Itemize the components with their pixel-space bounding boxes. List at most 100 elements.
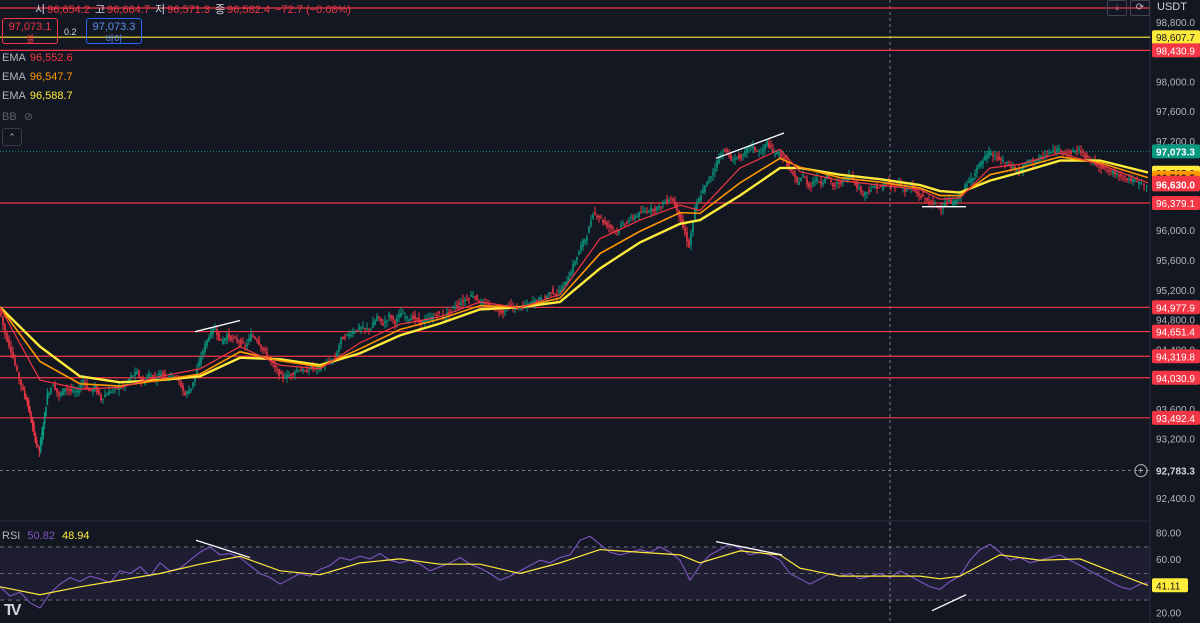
candle-body bbox=[564, 281, 566, 285]
candle-body bbox=[42, 426, 45, 436]
candle-body bbox=[212, 328, 214, 335]
candle-body bbox=[90, 389, 92, 391]
candle-body bbox=[764, 144, 766, 150]
candle-body bbox=[198, 361, 200, 367]
candle-body bbox=[452, 306, 454, 308]
price-tick-label: 97,600.0 bbox=[1156, 107, 1195, 118]
candle-body bbox=[778, 151, 780, 155]
candle-body bbox=[552, 288, 554, 294]
candle-body bbox=[1068, 151, 1070, 153]
candle-body bbox=[1080, 150, 1082, 153]
candle-body bbox=[33, 425, 35, 432]
candle-body bbox=[470, 294, 472, 297]
candle-body bbox=[1064, 151, 1066, 154]
candle-body bbox=[456, 305, 458, 307]
candle-body bbox=[972, 177, 974, 181]
candle-body bbox=[27, 400, 30, 410]
candle-body bbox=[306, 370, 308, 373]
candle-body bbox=[662, 203, 664, 205]
candle-body bbox=[1008, 164, 1010, 166]
candle-body bbox=[744, 151, 746, 156]
legend-bb[interactable]: BB ⊘ bbox=[2, 111, 33, 123]
candle-body bbox=[596, 215, 598, 218]
candle-body bbox=[1062, 151, 1064, 153]
candle-body bbox=[644, 211, 646, 213]
candle-body bbox=[43, 413, 46, 424]
candle-body bbox=[810, 185, 812, 187]
candle-body bbox=[1120, 174, 1122, 177]
candle-body bbox=[1046, 155, 1048, 157]
candle-body bbox=[698, 197, 700, 203]
candle-body bbox=[950, 200, 952, 204]
candle-body bbox=[796, 177, 798, 182]
candle-body bbox=[990, 152, 992, 156]
candle-body bbox=[1004, 162, 1006, 164]
currency-label[interactable]: USDT bbox=[1157, 1, 1187, 13]
arrow-down-icon[interactable]: ↓ bbox=[1107, 0, 1127, 16]
chevron-up-icon[interactable]: ⌃ bbox=[2, 128, 22, 146]
candle-body bbox=[946, 202, 948, 204]
candle-body bbox=[1110, 169, 1112, 171]
candle-body bbox=[1014, 167, 1016, 170]
candle-body bbox=[736, 156, 738, 158]
candle-body bbox=[756, 150, 758, 152]
candle-body bbox=[1126, 177, 1128, 181]
buy-button[interactable]: 97,073.3 바이 bbox=[86, 18, 142, 44]
candle-body bbox=[100, 395, 102, 400]
candle-body bbox=[724, 149, 726, 152]
candle-body bbox=[23, 390, 26, 396]
candle-body bbox=[400, 313, 402, 318]
candle-body bbox=[8, 338, 10, 347]
candle-body bbox=[710, 176, 712, 178]
candle-body bbox=[242, 341, 244, 343]
candle-body bbox=[6, 333, 8, 342]
candle-body bbox=[872, 186, 874, 188]
candle-body bbox=[530, 301, 532, 304]
legend-ema-2[interactable]: EMA 96,547.7 bbox=[2, 71, 73, 83]
candle-body bbox=[510, 304, 512, 307]
candle-body bbox=[406, 316, 408, 319]
candle-body bbox=[1145, 185, 1148, 187]
candle-body bbox=[120, 387, 122, 389]
candle-body bbox=[712, 172, 714, 176]
candle-body bbox=[416, 318, 418, 320]
candle-body bbox=[52, 385, 54, 387]
sell-button[interactable]: 97,073.1 셀 bbox=[2, 18, 58, 44]
candle-body bbox=[516, 307, 518, 310]
candle-body bbox=[312, 366, 314, 368]
candle-body bbox=[646, 210, 648, 213]
chart-settings-icon[interactable]: ⟳ bbox=[1130, 0, 1150, 16]
candle-body bbox=[138, 370, 140, 378]
candle-body bbox=[1034, 160, 1036, 163]
candle-body bbox=[86, 383, 88, 390]
candle-body bbox=[846, 177, 848, 182]
candle-body bbox=[200, 357, 202, 364]
level-tag bbox=[1152, 300, 1200, 315]
sell-label: 셀 bbox=[25, 34, 35, 44]
candle-body bbox=[658, 205, 660, 208]
legend-ema-3[interactable]: EMA 96,588.7 bbox=[2, 90, 73, 102]
candle-body bbox=[574, 261, 576, 265]
candle-body bbox=[96, 386, 98, 393]
candle-body bbox=[1054, 151, 1056, 154]
rsi-trendline bbox=[195, 539, 251, 559]
candle-body bbox=[58, 392, 60, 396]
candle-body bbox=[942, 207, 944, 209]
candle-body bbox=[572, 264, 574, 273]
candle-body bbox=[782, 157, 784, 159]
candle-body bbox=[838, 182, 840, 184]
price-tick-label: 95,600.0 bbox=[1156, 256, 1195, 267]
candle-body bbox=[642, 210, 644, 212]
candle-body bbox=[784, 156, 786, 159]
eye-off-icon[interactable]: ⊘ bbox=[23, 111, 33, 123]
rsi-legend[interactable]: RSI 50.82 48.94 bbox=[2, 530, 90, 542]
candle-body bbox=[924, 198, 926, 200]
candle-body bbox=[708, 179, 710, 182]
candle-body bbox=[670, 198, 672, 200]
candle-body bbox=[234, 337, 236, 339]
candle-body bbox=[484, 303, 486, 305]
candle-body bbox=[402, 313, 404, 315]
legend-ema-1[interactable]: EMA 96,552.6 bbox=[2, 52, 73, 64]
candle-body bbox=[992, 154, 994, 157]
